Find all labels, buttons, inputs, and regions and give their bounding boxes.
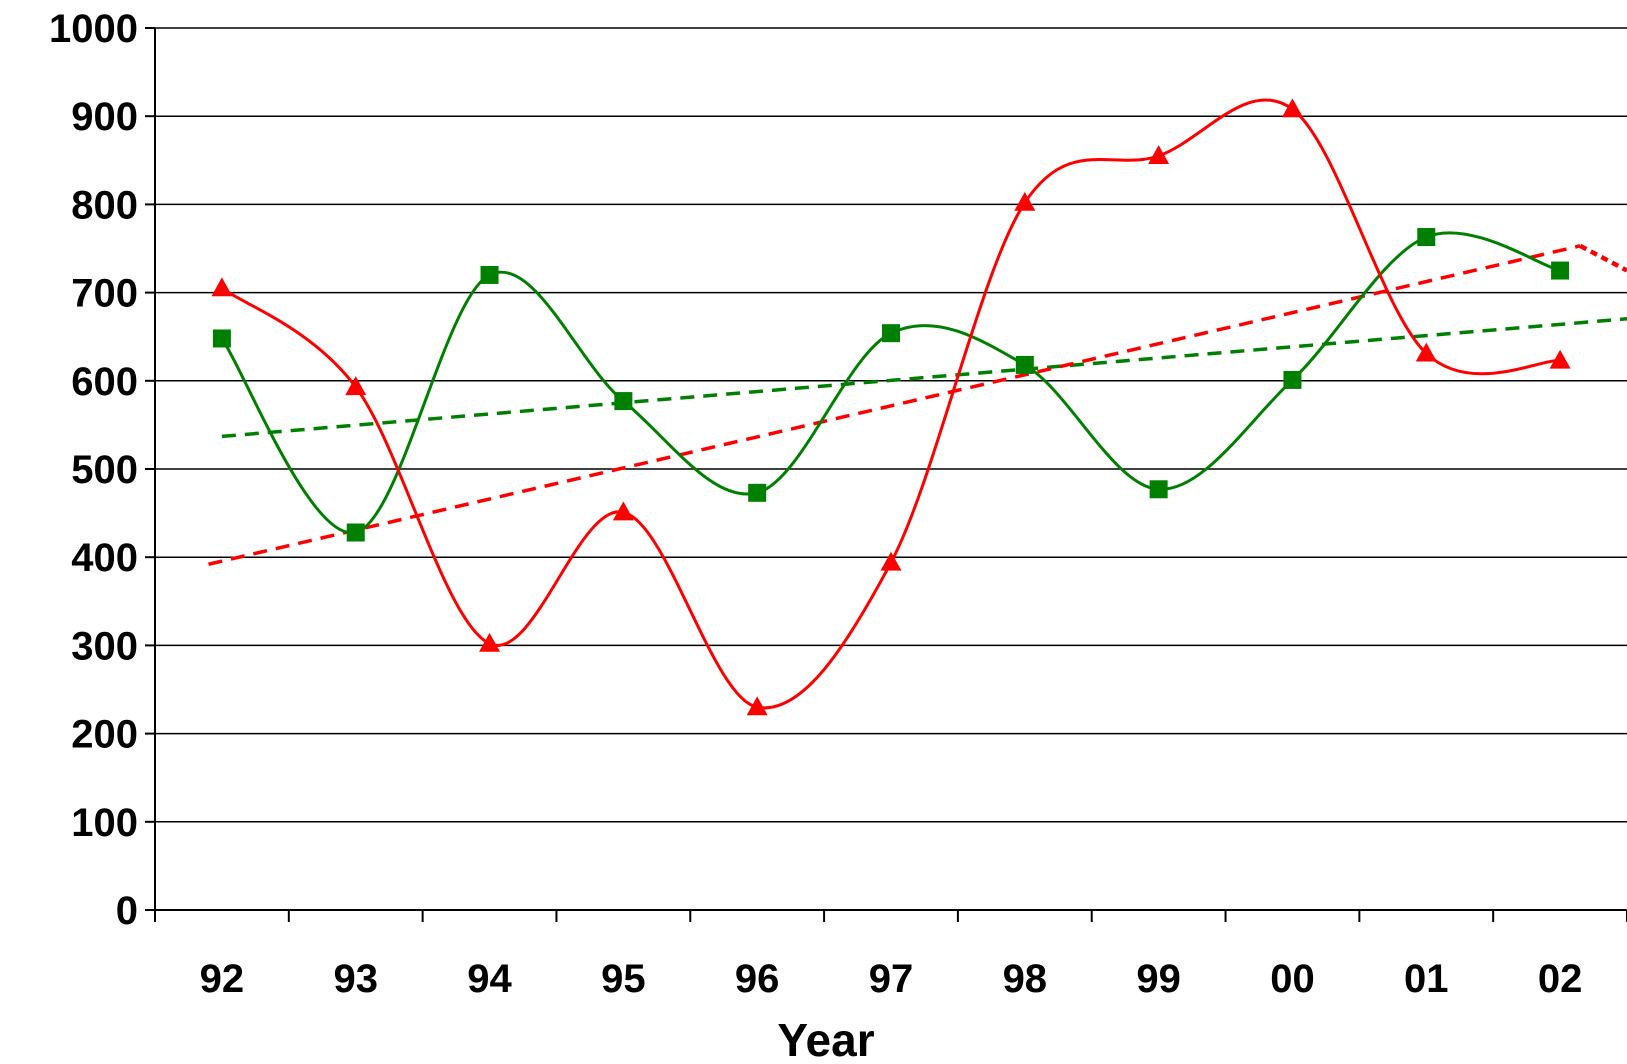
data-point-triangle <box>880 551 902 571</box>
trendlines <box>208 243 1627 566</box>
trendline-triangle <box>208 244 1581 566</box>
data-point-triangle <box>612 501 634 521</box>
y-tick-label: 600 <box>71 360 138 404</box>
y-tick-label: 1000 <box>49 7 138 51</box>
y-tick-label: 900 <box>71 95 138 139</box>
data-point-square <box>1417 228 1436 247</box>
x-tick-label: 95 <box>601 957 646 1001</box>
y-tick-label: 0 <box>116 889 138 933</box>
y-tick-label: 800 <box>71 183 138 227</box>
y-tick-label: 700 <box>71 272 138 316</box>
trendline-square <box>221 317 1627 439</box>
data-point-square <box>212 329 231 348</box>
series-lines <box>220 98 1561 710</box>
data-point-triangle <box>345 376 367 396</box>
data-point-square <box>748 483 767 502</box>
x-tick-label: 94 <box>467 957 512 1001</box>
x-tick-label: 92 <box>200 957 245 1001</box>
data-point-square <box>346 523 365 542</box>
data-point-square <box>1015 355 1034 374</box>
y-tick-label: 300 <box>71 624 138 668</box>
y-tick-label: 200 <box>71 713 138 757</box>
data-point-square <box>1149 480 1168 499</box>
x-axis-ticks: 92 93 94 95 96 97 98 99 00 01 02 <box>154 910 1627 1001</box>
y-tick-label: 400 <box>71 536 138 580</box>
x-tick-label: 00 <box>1270 957 1315 1001</box>
data-point-triangle <box>1148 145 1170 164</box>
data-point-square <box>1551 261 1570 280</box>
series-line-square <box>220 231 1561 535</box>
x-tick-label: 01 <box>1404 957 1449 1001</box>
x-tick-label: 99 <box>1136 957 1181 1001</box>
data-point-square <box>1283 370 1302 389</box>
x-tick-label: 93 <box>333 957 378 1001</box>
x-axis-title: Year <box>777 1014 874 1064</box>
data-point-triangle <box>1549 349 1571 369</box>
data-point-triangle <box>1281 98 1303 118</box>
data-point-square <box>882 324 900 343</box>
series-markers <box>211 98 1571 716</box>
data-point-triangle <box>479 632 501 652</box>
data-point-triangle <box>211 277 233 297</box>
data-point-triangle <box>1415 342 1437 362</box>
x-tick-label: 97 <box>869 957 914 1001</box>
x-tick-label: 02 <box>1538 957 1583 1001</box>
data-point-triangle <box>746 696 768 716</box>
y-tick-label: 500 <box>71 448 138 492</box>
data-point-square <box>480 265 499 284</box>
y-tick-label: 100 <box>71 801 138 845</box>
data-point-square <box>614 392 633 411</box>
y-axis-ticks: 0 100 200 300 400 500 600 700 800 900 1000 <box>49 7 155 933</box>
trendline-tail-triangle <box>1579 243 1627 273</box>
gridlines <box>155 27 1627 823</box>
data-point-triangle <box>1014 191 1036 211</box>
x-tick-label: 98 <box>1003 957 1048 1001</box>
x-tick-label: 96 <box>735 957 780 1001</box>
